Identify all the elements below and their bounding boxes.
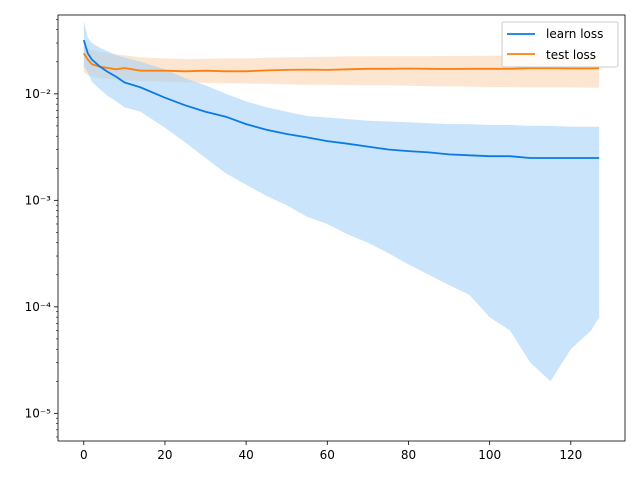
x-tick-label: 0 — [80, 448, 88, 462]
legend-label-test-loss: test loss — [546, 48, 596, 62]
series-lines — [82, 39, 600, 159]
x-tick-label: 120 — [559, 448, 582, 462]
x-tick-label: 80 — [401, 448, 416, 462]
x-tick-label: 40 — [238, 448, 253, 462]
y-axis: 10⁻⁵ 10⁻⁴ 10⁻³ 10⁻² — [25, 19, 58, 438]
x-tick-label: 20 — [157, 448, 172, 462]
plot-frame — [57, 14, 626, 442]
band-test-loss — [83, 46, 600, 88]
y-tick-label: 10⁻⁵ — [25, 406, 52, 420]
y-tick-label: 10⁻⁴ — [25, 300, 52, 314]
confidence-bands — [83, 21, 600, 382]
line-learn-loss — [82, 39, 600, 159]
line-test-loss — [83, 52, 600, 73]
x-tick-label: 60 — [320, 448, 335, 462]
y-tick-label: 10⁻² — [25, 87, 52, 101]
legend: learn loss test loss — [501, 21, 619, 68]
band-learn-loss — [83, 21, 600, 382]
x-tick-label: 100 — [478, 448, 501, 462]
y-tick-label: 10⁻³ — [25, 193, 52, 207]
legend-label-learn-loss: learn loss — [546, 27, 603, 41]
x-axis: 0 20 40 60 80 100 120 — [80, 441, 582, 462]
